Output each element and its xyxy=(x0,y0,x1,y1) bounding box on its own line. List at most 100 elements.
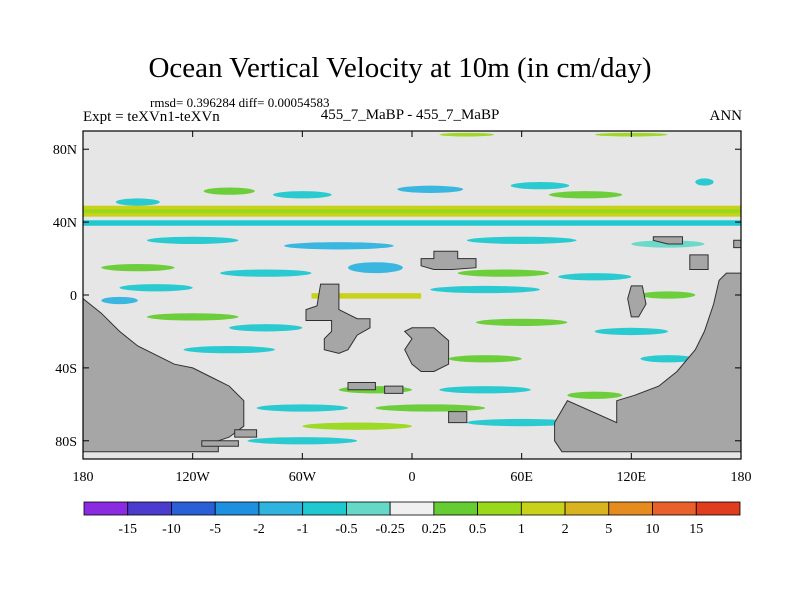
x-tick-label-3: 0 xyxy=(409,470,416,485)
colorbar-swatch-6 xyxy=(345,501,391,516)
colorbar-label-2: -5 xyxy=(209,522,221,537)
land-mask-3 xyxy=(305,283,371,354)
velocity-patch-28 xyxy=(640,355,696,363)
colorbar-label-0: -15 xyxy=(118,522,137,537)
land-mask-1 xyxy=(201,440,239,447)
colorbar: -15 -10 -5 -2 -1 -0.5 -0.25 0.25 0.5 1 2 5 10 15 xyxy=(83,501,741,537)
season-label: ANN xyxy=(709,108,743,124)
velocity-patch-19 xyxy=(101,296,138,305)
velocity-patch-25 xyxy=(594,327,668,336)
colorbar-swatch-1 xyxy=(127,501,172,516)
velocity-patch-35 xyxy=(466,418,577,427)
colorbar-swatch-9 xyxy=(477,501,522,516)
velocity-patch-27 xyxy=(448,355,522,363)
velocity-patch-14 xyxy=(220,269,312,277)
velocity-patch-24 xyxy=(475,318,568,326)
colorbar-label-13: 15 xyxy=(689,522,703,537)
colorbar-swatch-12 xyxy=(608,501,653,516)
colorbar-label-6: -0.25 xyxy=(376,522,405,537)
velocity-patch-23 xyxy=(229,324,303,332)
land-mask-12 xyxy=(689,254,709,270)
axes: 180 120W 60W 0 60E 120E 180 80N 40N 0 40S 80S xyxy=(53,131,752,485)
y-tick-label-2: 0 xyxy=(70,289,77,304)
case-label: 455_7_MaBP - 455_7_MaBP xyxy=(320,107,500,123)
velocity-patch-4 xyxy=(510,182,570,190)
experiment-label: Expt = teXVn1-teXVn xyxy=(83,109,220,125)
velocity-patch-34 xyxy=(302,422,412,430)
colorbar-swatch-14 xyxy=(695,501,741,516)
velocity-patch-31 xyxy=(567,391,623,399)
colorbar-swatch-4 xyxy=(258,501,304,516)
rmsd-diff-label: rmsd= 0.396284 diff= 0.00054583 xyxy=(150,95,330,110)
colorbar-swatch-11 xyxy=(564,501,610,516)
colorbar-swatch-0 xyxy=(83,501,129,516)
colorbar-label-5: -0.5 xyxy=(335,522,357,537)
land-mask-13 xyxy=(733,239,741,249)
x-tick-label-1: 120W xyxy=(176,470,211,485)
velocity-patch-1 xyxy=(203,187,255,195)
velocity-band-3 xyxy=(311,293,422,299)
colorbar-label-1: -10 xyxy=(162,522,181,537)
velocity-band-1 xyxy=(83,209,741,213)
colorbar-label-4: -1 xyxy=(297,522,309,537)
colorbar-swatch-8 xyxy=(433,501,479,516)
chart-title: Ocean Vertical Velocity at 10m (in cm/da… xyxy=(148,52,652,84)
y-tick-label-0: 80N xyxy=(53,143,77,158)
x-tick-label-2: 60W xyxy=(289,470,317,485)
velocity-patch-18 xyxy=(119,284,193,292)
y-tick-label-3: 40S xyxy=(55,362,77,377)
colorbar-swatch-7 xyxy=(389,501,435,516)
velocity-patch-20 xyxy=(430,285,540,294)
velocity-patch-33 xyxy=(375,404,486,412)
velocity-patch-15 xyxy=(348,262,403,274)
land-mask-2 xyxy=(234,429,258,438)
velocity-band-2 xyxy=(83,220,741,226)
land-mask-6 xyxy=(403,327,450,372)
y-tick-label-4: 80S xyxy=(55,435,77,450)
velocity-patch-21 xyxy=(640,291,696,299)
land-mask-10 xyxy=(627,285,647,318)
velocity-patch-26 xyxy=(183,346,275,354)
velocity-patch-2 xyxy=(273,191,332,199)
x-tick-label-5: 120E xyxy=(617,470,647,485)
velocity-patch-16 xyxy=(457,269,550,277)
x-tick-label-6: 180 xyxy=(731,470,752,485)
velocity-patch-13 xyxy=(101,264,175,272)
velocity-patch-30 xyxy=(439,386,531,394)
x-tick-label-4: 60E xyxy=(510,470,533,485)
velocity-patch-7 xyxy=(439,132,495,137)
velocity-patch-0 xyxy=(115,198,160,206)
velocity-patch-10 xyxy=(284,242,394,250)
colorbar-label-7: 0.25 xyxy=(422,522,447,537)
velocity-patch-9 xyxy=(146,236,239,244)
velocity-patch-17 xyxy=(558,273,632,281)
colorbar-swatch-13 xyxy=(652,501,697,516)
land-mask-11 xyxy=(652,236,683,245)
colorbar-label-9: 1 xyxy=(518,522,525,537)
colorbar-label-10: 2 xyxy=(562,522,569,537)
y-tick-label-1: 40N xyxy=(53,216,77,231)
velocity-patch-22 xyxy=(146,313,239,321)
x-tick-label-0: 180 xyxy=(73,470,94,485)
colorbar-swatch-10 xyxy=(520,501,566,516)
land-mask-7 xyxy=(420,250,477,270)
land-mask-4 xyxy=(347,382,376,391)
velocity-patch-3 xyxy=(397,185,464,193)
colorbar-swatch-2 xyxy=(171,501,216,516)
colorbar-swatch-3 xyxy=(214,501,260,516)
land-mask-5 xyxy=(384,385,404,394)
colorbar-label-3: -2 xyxy=(253,522,265,537)
land-mask-9 xyxy=(554,272,741,453)
velocity-patch-32 xyxy=(256,404,349,412)
velocity-patch-5 xyxy=(549,191,623,199)
colorbar-label-11: 5 xyxy=(605,522,612,537)
colorbar-label-8: 0.5 xyxy=(469,522,487,537)
land-mask-8 xyxy=(448,411,468,424)
velocity-patch-6 xyxy=(695,178,714,186)
plot-area xyxy=(83,131,741,459)
colorbar-label-12: 10 xyxy=(646,522,660,537)
velocity-patch-37 xyxy=(247,437,358,445)
colorbar-swatch-5 xyxy=(302,501,347,516)
velocity-patch-11 xyxy=(466,236,577,244)
